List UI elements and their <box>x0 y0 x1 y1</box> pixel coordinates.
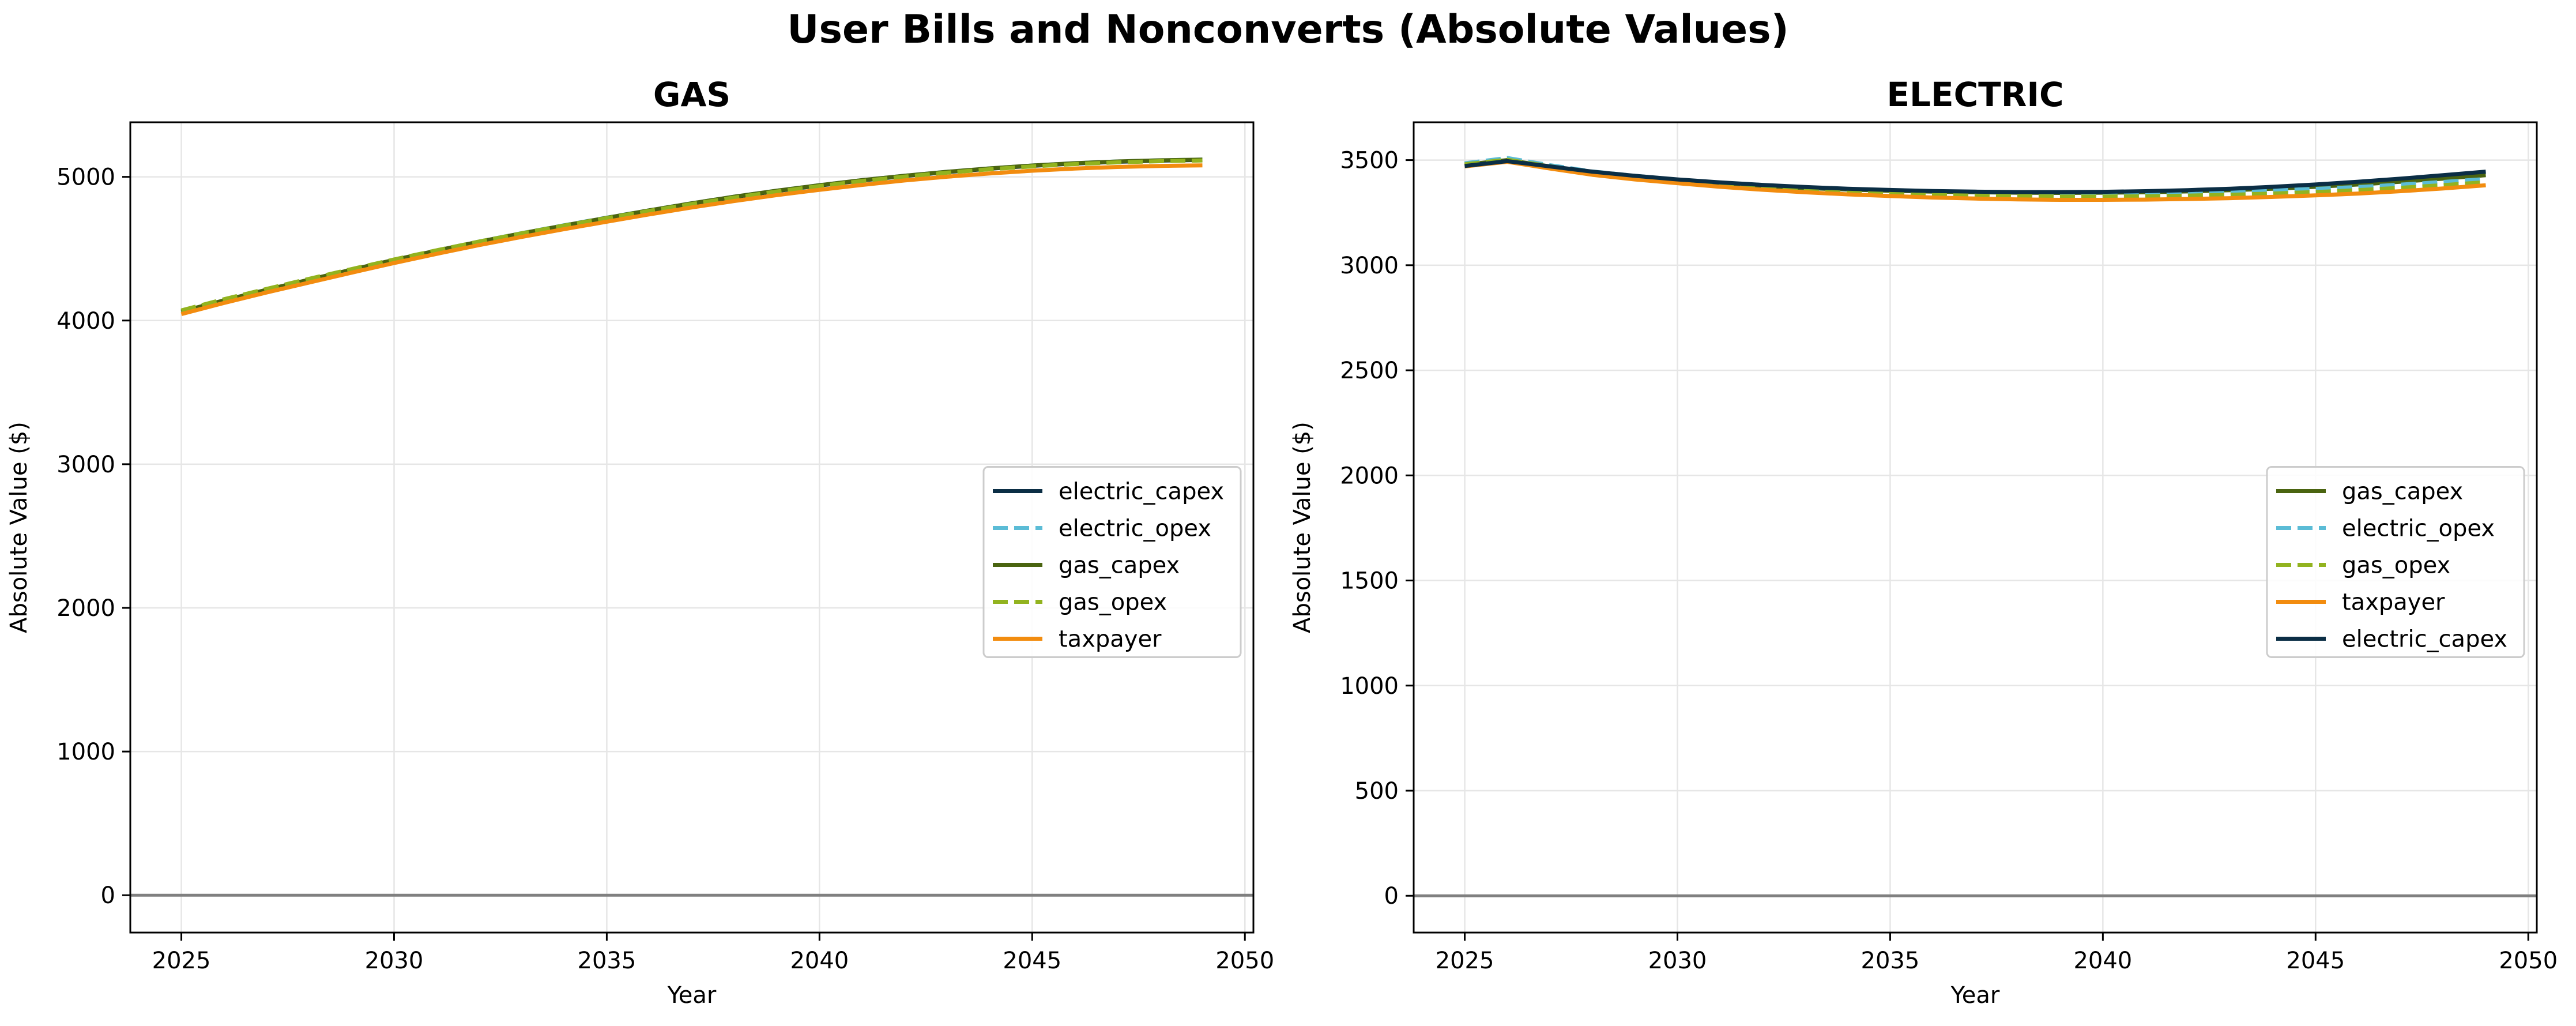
gas-x-tick-label: 2035 <box>578 948 637 974</box>
electric-y-axis-label: Absolute Value ($) <box>1289 422 1316 633</box>
gas-y-tick-label: 5000 <box>57 164 115 191</box>
gas-legend-label-electric-opex: electric_opex <box>1059 516 1211 542</box>
electric-x-tick-label: 2035 <box>1861 948 1920 974</box>
gas-y-tick-label: 3000 <box>57 452 115 478</box>
gas-x-tick-label: 2030 <box>365 948 424 974</box>
electric-legend-label-taxpayer: taxpayer <box>2342 589 2445 616</box>
gas-legend: electric_capex electric_opex gas_capex gas_… <box>982 466 1242 658</box>
electric-legend: gas_capex electric_opex gas_opex taxpayer el… <box>2266 466 2525 658</box>
electric-x-tick-label: 2050 <box>2499 948 2558 974</box>
electric-x-tick-label: 2025 <box>1436 948 1494 974</box>
gas-legend-label-electric-capex: electric_capex <box>1059 479 1224 505</box>
gas-x-tick-label: 2025 <box>152 948 211 974</box>
gas-plot-frame <box>129 121 1255 934</box>
gas-x-tick-label: 2040 <box>790 948 849 974</box>
electric-legend-label-electric-opex: electric_opex <box>2342 516 2495 542</box>
electric-x-tick-label: 2045 <box>2286 948 2345 974</box>
gas-legend-label-taxpayer: taxpayer <box>1059 626 1162 653</box>
electric-legend-label-gas-opex: gas_opex <box>2342 553 2450 579</box>
electric-y-tick-label: 1000 <box>1340 673 1399 700</box>
electric-legend-box <box>2266 466 2525 658</box>
gas-x-tick-label: 2045 <box>1003 948 1061 974</box>
electric-legend-label-gas-capex: gas_capex <box>2342 479 2463 505</box>
electric-y-tick-label: 2500 <box>1340 358 1399 384</box>
gas-legend-label-gas-opex: gas_opex <box>1059 589 1167 616</box>
gas-y-tick-label: 2000 <box>57 595 115 622</box>
gas-legend-label-gas-capex: gas_capex <box>1059 553 1180 579</box>
electric-series-electric-capex <box>1464 159 2486 194</box>
electric-x-tick-label: 2040 <box>2073 948 2132 974</box>
electric-chart-title: ELECTRIC <box>1886 75 2063 114</box>
figure-title: User Bills and Nonconverts (Absolute Val… <box>787 7 1788 52</box>
electric-y-tick-label: 500 <box>1355 778 1399 805</box>
electric-x-tick-label: 2030 <box>1648 948 1707 974</box>
gas-x-tick-label: 2050 <box>1215 948 1274 974</box>
electric-x-axis-label: Year <box>1950 982 2000 1009</box>
electric-series-taxpayer <box>1464 160 2486 202</box>
gas-chart-panel: 2025 2030 2035 2040 2045 2050 0 1000 2000 3000 400… <box>6 75 1274 1009</box>
electric-y-tick-label: 3000 <box>1340 253 1399 279</box>
gas-series-gas-opex <box>180 158 1203 313</box>
electric-plot-frame <box>1413 121 2538 934</box>
electric-y-tick-label: 0 <box>1384 883 1399 910</box>
electric-y-tick-label: 3500 <box>1340 148 1399 174</box>
gas-legend-box <box>982 466 1242 658</box>
electric-y-tick-label: 2000 <box>1340 463 1399 489</box>
electric-chart-panel: 2025 2030 2035 2040 2045 2050 0 500 1000 1500 2000… <box>1289 75 2558 1009</box>
gas-x-axis-label: Year <box>667 982 717 1009</box>
electric-y-tick-label: 1500 <box>1340 568 1399 595</box>
gas-y-tick-label: 0 <box>101 882 115 909</box>
electric-legend-label-electric-capex: electric_capex <box>2342 626 2507 653</box>
gas-chart-title: GAS <box>653 75 730 114</box>
gas-y-tick-label: 4000 <box>57 308 115 335</box>
gas-y-tick-label: 1000 <box>57 739 115 765</box>
gas-y-axis-label: Absolute Value ($) <box>6 422 32 633</box>
gas-series-taxpayer <box>180 163 1203 316</box>
